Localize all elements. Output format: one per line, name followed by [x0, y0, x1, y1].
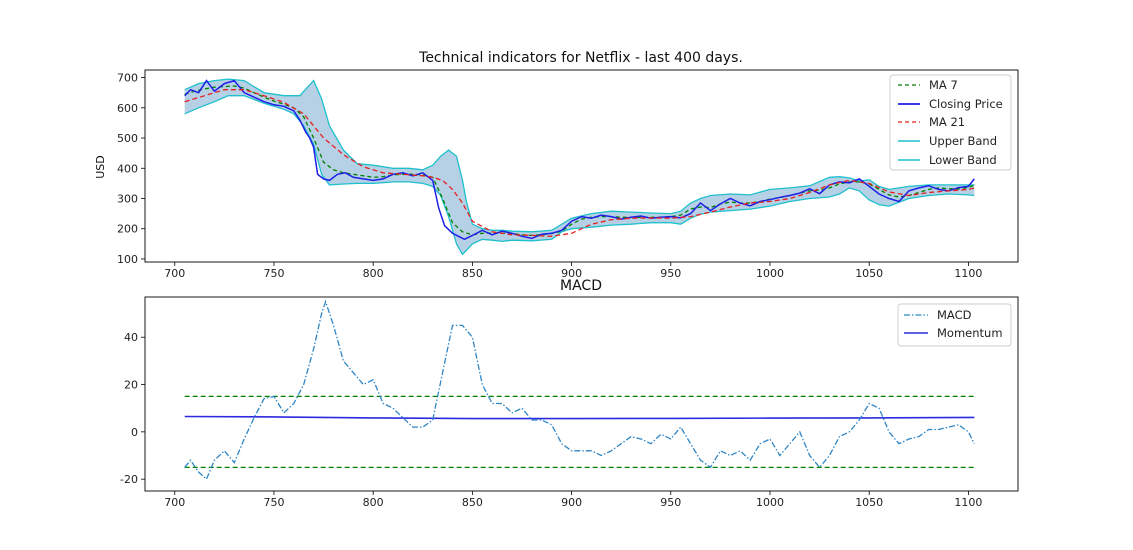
macd-panel: MACD 700 750 800 850 900 950 1000 1050 1100 -20 0… [120, 278, 1019, 509]
price-panel: Technical indicators for Netflix - last … [94, 50, 1019, 280]
price-x-tick-label: 950 [660, 267, 681, 280]
macd-y-tick-label: 20 [124, 379, 138, 392]
upper-band-line [184, 78, 975, 233]
price-x-tick-label: 900 [561, 267, 582, 280]
price-x-tick-label: 1100 [954, 267, 982, 280]
price-y-tick-label: 300 [117, 193, 138, 206]
price-x-tick-label: 850 [462, 267, 483, 280]
price-chart-title: Technical indicators for Netflix - last … [418, 50, 743, 66]
price-x-tick-label: 700 [164, 267, 185, 280]
price-y-tick-label: 600 [117, 102, 138, 115]
ma7-line [184, 85, 975, 237]
macd-line [184, 299, 975, 481]
legend-ma7-label: MA 7 [929, 78, 958, 92]
legend-ma21-label: MA 21 [929, 115, 965, 129]
price-axes-frame [144, 69, 1019, 263]
macd-legend: MACD Momentum [897, 303, 1012, 347]
legend-macd-label: MACD [937, 308, 972, 322]
legend-closing-price-label: Closing Price [929, 97, 1003, 111]
macd-x-tick-label: 1000 [756, 496, 784, 509]
macd-y-tick-label: 0 [131, 426, 138, 439]
bollinger-band-fill [184, 79, 975, 255]
macd-x-tick-label: 850 [462, 496, 483, 509]
macd-plot-area [184, 299, 975, 481]
price-x-tick-label: 1050 [855, 267, 883, 280]
legend-momentum-label: Momentum [937, 326, 1003, 340]
price-legend: MA 7 Closing Price MA 21 Upper Band Lowe… [889, 74, 1012, 171]
macd-axes-frame [144, 296, 1019, 492]
price-x-tick-label: 1000 [756, 267, 784, 280]
legend-upper-band-label: Upper Band [929, 134, 997, 148]
price-y-tick-label: 400 [117, 162, 138, 175]
price-x-tick-label: 800 [363, 267, 384, 280]
momentum-line [184, 415, 975, 420]
price-y-tick-label: 200 [117, 223, 138, 236]
closing-price-line [184, 79, 975, 241]
legend-lower-band-label: Lower Band [929, 153, 997, 167]
macd-x-tick-label: 800 [363, 496, 384, 509]
macd-x-tick-label: 700 [164, 496, 185, 509]
price-legend-box [889, 74, 1012, 171]
macd-legend-box [897, 303, 1012, 347]
macd-x-tick-label: 750 [263, 496, 284, 509]
price-y-tick-label: 500 [117, 132, 138, 145]
macd-x-tick-label: 1050 [855, 496, 883, 509]
macd-y-tick-label: -20 [120, 473, 138, 486]
macd-y-ticks: -20 0 20 40 [120, 331, 145, 486]
price-x-tick-label: 750 [263, 267, 284, 280]
price-x-ticks: 700 750 800 850 900 950 1000 1050 1100 [164, 262, 982, 280]
price-y-axis-label: USD [94, 155, 107, 179]
macd-x-tick-label: 1100 [954, 496, 982, 509]
price-y-ticks: 100 200 300 400 500 600 700 [117, 72, 145, 266]
lower-band-line [184, 95, 975, 256]
macd-y-tick-label: 40 [124, 331, 138, 344]
price-y-tick-label: 700 [117, 72, 138, 85]
price-plot-area [184, 78, 975, 256]
macd-chart-title: MACD [560, 278, 602, 294]
macd-x-ticks: 700 750 800 850 900 950 1000 1050 1100 [164, 491, 982, 509]
macd-x-tick-label: 900 [561, 496, 582, 509]
ma21-line [184, 89, 975, 237]
macd-x-tick-label: 950 [660, 496, 681, 509]
price-y-tick-label: 100 [117, 253, 138, 266]
